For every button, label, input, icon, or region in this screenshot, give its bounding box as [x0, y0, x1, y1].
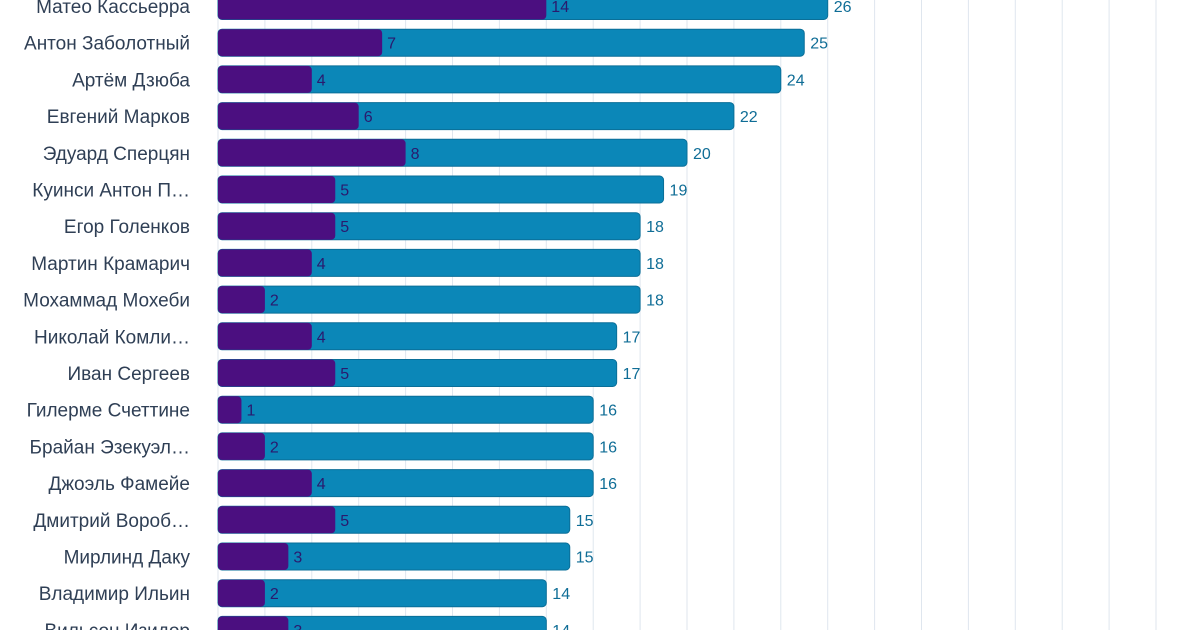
bars [217, 0, 829, 630]
inner-value-label: 8 [411, 146, 420, 163]
bar-outer [217, 285, 641, 314]
outer-value-label: 15 [576, 513, 594, 530]
inner-value-label: 6 [364, 109, 373, 126]
bar-inner [218, 543, 289, 570]
category-label: Егор Голенков [64, 217, 190, 238]
category-label: Эдуард Сперцян [43, 144, 190, 165]
inner-value-label: 5 [340, 513, 349, 530]
inner-value-label: 5 [340, 219, 349, 236]
category-label: Матео Кассьерра [36, 0, 190, 18]
inner-value-label: 2 [270, 586, 279, 603]
bar-inner [218, 579, 265, 607]
bar-inner [218, 212, 336, 240]
inner-value-label: 14 [551, 0, 569, 16]
inner-value-label: 2 [270, 293, 279, 310]
category-label: Иван Сергеев [68, 364, 190, 385]
bar-outer [217, 579, 547, 608]
outer-value-label: 19 [670, 183, 688, 200]
category-label: Артём Дзюба [72, 70, 190, 91]
outer-value-label: 18 [646, 256, 664, 273]
outer-value-label: 22 [740, 109, 758, 126]
category-label: Брайан Эзекуэл… [30, 437, 190, 458]
category-label: Мартин Крамарич [31, 254, 190, 275]
category-label: Куинси Антон П… [32, 181, 190, 202]
outer-value-label: 16 [599, 403, 617, 420]
outer-value-label: 18 [646, 219, 664, 236]
bar-inner [218, 469, 312, 497]
inner-value-label: 4 [317, 329, 326, 346]
outer-value-label: 16 [599, 476, 617, 493]
inner-value-label: 3 [293, 623, 302, 630]
inner-value-label: 5 [340, 183, 349, 200]
category-label: Вильсон Изидор [44, 621, 190, 630]
gridlines [217, 0, 1157, 630]
outer-value-label: 17 [623, 366, 641, 383]
bar-inner [218, 249, 312, 277]
outer-value-label: 26 [834, 0, 852, 16]
bar-inner [218, 0, 547, 20]
bar-inner [218, 286, 265, 314]
bar-inner [218, 359, 336, 387]
category-label: Евгений Марков [47, 107, 190, 128]
category-label: Владимир Ильин [39, 584, 190, 605]
inner-value-label: 2 [270, 439, 279, 456]
bar-inner [218, 176, 336, 203]
bar-inner [218, 506, 336, 534]
category-label: Николай Комли… [34, 327, 190, 348]
outer-value-label: 20 [693, 146, 711, 163]
bar-inner [218, 616, 289, 630]
inner-value-label: 1 [246, 403, 255, 420]
outer-value-label: 15 [576, 550, 594, 567]
bar-inner [218, 102, 359, 130]
category-label: Мирлинд Даку [64, 548, 191, 569]
category-label: Дмитрий Вороб… [33, 511, 190, 532]
bar-inner [218, 139, 406, 167]
bar-inner [218, 396, 242, 424]
bar-inner [218, 65, 312, 93]
outer-value-label: 14 [552, 623, 570, 630]
outer-value-label: 25 [810, 36, 828, 53]
outer-value-label: 17 [623, 329, 641, 346]
inner-value-label: 7 [387, 36, 396, 53]
category-label: Джоэль Фамейе [48, 474, 190, 495]
outer-value-label: 16 [599, 439, 617, 456]
inner-value-label: 5 [340, 366, 349, 383]
category-label: Мохаммад Мохеби [23, 291, 190, 312]
outer-value-label: 14 [552, 586, 570, 603]
category-label: Гилерме Счеттине [27, 401, 190, 422]
bar-outer [217, 395, 594, 424]
bar-inner [218, 29, 383, 57]
inner-value-label: 4 [317, 72, 326, 89]
bar-inner [218, 322, 312, 350]
outer-value-label: 24 [787, 72, 805, 89]
category-label: Антон Заболотный [24, 34, 190, 55]
outer-value-label: 18 [646, 293, 664, 310]
inner-value-label: 4 [317, 256, 326, 273]
inner-value-label: 3 [293, 550, 302, 567]
bar-inner [218, 432, 265, 460]
inner-value-label: 4 [317, 476, 326, 493]
